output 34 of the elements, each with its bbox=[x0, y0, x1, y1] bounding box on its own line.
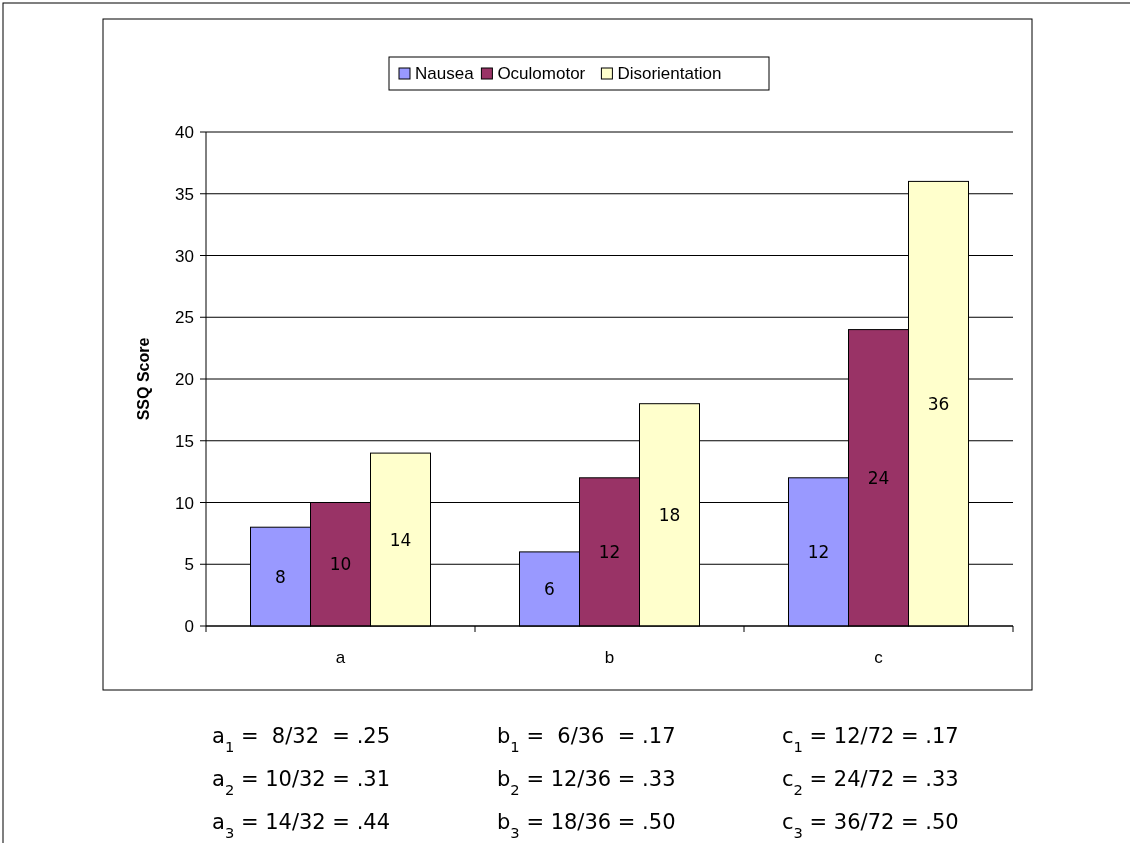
y-tick-label: 40 bbox=[175, 123, 194, 142]
legend-label: Oculomotor bbox=[497, 64, 586, 83]
data-label: 36 bbox=[927, 393, 950, 414]
text: b$_{1}$ = 6/36 = .17 bbox=[497, 724, 676, 755]
x-tick-label: b bbox=[604, 648, 615, 667]
text: c$_{3}$ = 36/72 = .50 bbox=[782, 810, 959, 841]
y-tick-label: 35 bbox=[175, 184, 194, 204]
text: b$_{3}$ = 18/36 = .50 bbox=[497, 810, 676, 841]
text: c$_{2}$ = 24/72 = .33 bbox=[782, 767, 959, 798]
legend-label: Disorientation bbox=[617, 64, 722, 83]
legend-label: Nausea bbox=[415, 64, 475, 83]
x-tick-label: c bbox=[874, 648, 884, 667]
data-label: 8 bbox=[275, 566, 286, 587]
y-tick-label: 15 bbox=[175, 431, 194, 451]
data-label: 18 bbox=[658, 504, 681, 525]
x-tick-label: a bbox=[335, 648, 346, 667]
data-label: 12 bbox=[598, 541, 621, 562]
y-tick-label: 30 bbox=[175, 246, 194, 266]
y-tick-label: 0 bbox=[184, 617, 194, 636]
text: a$_{3}$ = 14/32 = .44 bbox=[212, 810, 391, 841]
text: b$_{2}$ = 12/36 = .33 bbox=[497, 767, 676, 798]
y-tick-label: 20 bbox=[175, 370, 194, 389]
data-label: 24 bbox=[867, 467, 890, 488]
y-tick-label: 10 bbox=[175, 493, 194, 513]
data-label: 6 bbox=[544, 578, 555, 599]
text: c$_{1}$ = 12/72 = .17 bbox=[782, 724, 959, 755]
data-label: 14 bbox=[389, 529, 412, 550]
data-label: 12 bbox=[807, 541, 830, 562]
y-tick-label: 5 bbox=[184, 555, 194, 575]
data-label: 10 bbox=[329, 554, 352, 575]
text: a$_{2}$ = 10/32 = .31 bbox=[212, 767, 391, 798]
y-tick-label: 25 bbox=[175, 308, 194, 328]
text: a$_{1}$ = 8/32 = .25 bbox=[212, 724, 391, 755]
y-axis-title: SSQ Score bbox=[135, 337, 152, 421]
